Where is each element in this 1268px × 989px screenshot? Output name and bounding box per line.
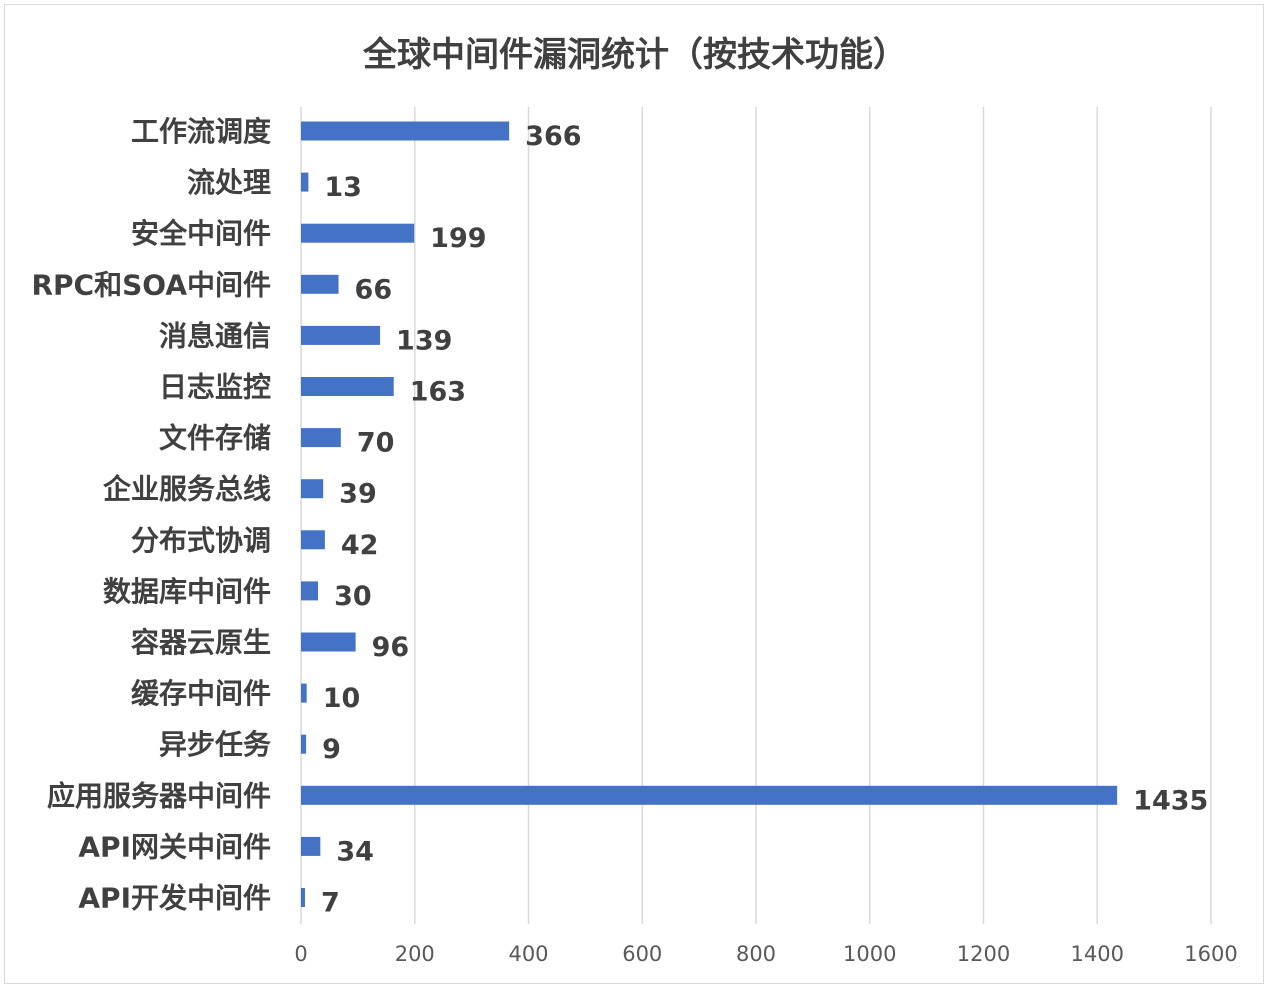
bar [301,325,381,345]
category-label: 数据库中间件 [103,575,271,608]
x-tick-label: 1400 [1071,942,1124,966]
x-tick-label: 0 [294,942,307,966]
x-tick-label: 800 [736,942,776,966]
category-label: 工作流调度 [131,115,271,148]
bars [301,121,1118,907]
category-label: API网关中间件 [78,830,271,863]
data-label: 1435 [1133,785,1208,816]
bar [301,428,341,448]
bar [301,888,305,907]
category-label: 缓存中间件 [131,677,271,710]
data-label: 42 [341,530,379,561]
x-tick-label: 1600 [1184,942,1237,966]
category-label: 安全中间件 [131,217,271,250]
bar [301,836,321,856]
bar [301,632,356,652]
data-label: 139 [396,325,452,356]
data-label: 9 [322,734,341,765]
data-label: 30 [334,581,372,612]
data-label: 66 [355,274,393,305]
data-label: 39 [339,479,377,510]
bar [301,683,307,703]
data-label: 7 [321,888,340,919]
bar [301,734,307,754]
bar [301,223,415,243]
category-label: 消息通信 [159,319,271,352]
category-label: 异步任务 [159,728,271,761]
bar [301,479,324,499]
bar [301,121,510,141]
bar [301,785,1118,805]
bar [301,172,309,192]
data-label: 163 [410,377,466,408]
data-label: 199 [430,223,486,254]
bar [301,274,339,294]
category-label: 分布式协调 [131,524,271,557]
x-tick-label: 1000 [843,942,896,966]
category-label: 应用服务器中间件 [47,779,271,812]
category-label: 文件存储 [159,422,271,455]
data-label: 13 [324,172,362,203]
category-label: API开发中间件 [78,882,271,915]
chart-frame: 全球中间件漏洞统计（按技术功能） 工作流调度流处理安全中间件 RPC和SOA中间件… [4,4,1264,984]
x-tick-label: 600 [622,942,662,966]
data-label: 70 [357,428,395,459]
bar [301,377,394,396]
x-tick-label: 400 [508,942,548,966]
data-label: 366 [525,121,581,152]
category-label: 企业服务总线 [103,473,271,506]
x-axis-ticks: 0 200 400 600 800 1000 1200 1400 1600 [294,942,1237,966]
category-label: RPC和SOA中间件 [31,268,271,301]
category-label: 容器云原生 [131,626,271,659]
x-tick-label: 200 [395,942,435,966]
data-label: 96 [372,632,410,663]
bar [301,581,319,601]
category-label: 日志监控 [159,371,271,404]
x-tick-label: 1200 [957,942,1010,966]
bar [301,530,325,550]
chart-title: 全球中间件漏洞统计（按技术功能） [363,35,907,75]
data-label: 34 [336,836,374,867]
data-label: 10 [323,683,361,714]
category-label: 流处理 [187,166,271,199]
